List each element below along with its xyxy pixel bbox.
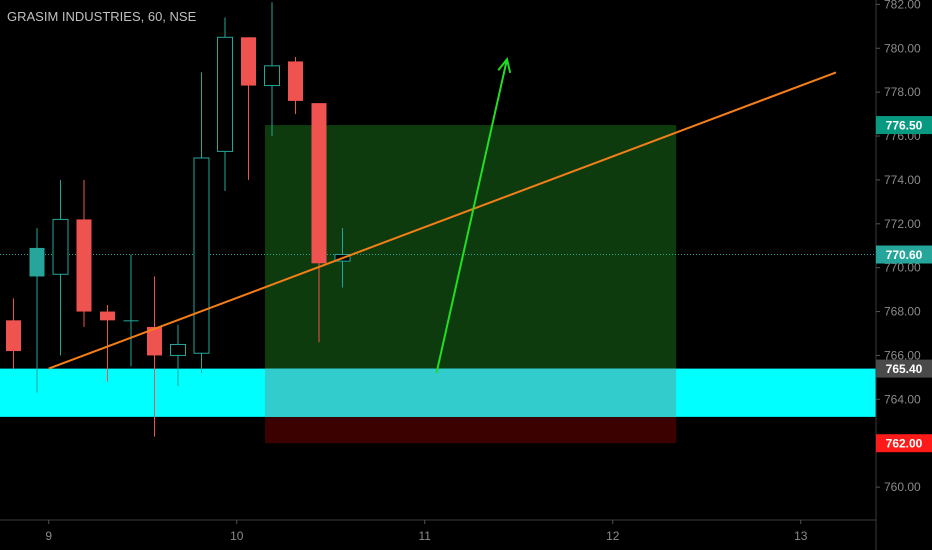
price-tag-label: 770.60 bbox=[886, 248, 923, 262]
price-tag-label: 776.50 bbox=[886, 119, 923, 133]
price-tick-label: 778.00 bbox=[884, 85, 921, 99]
chart-title: GRASIM INDUSTRIES, 60, NSE bbox=[7, 9, 197, 24]
price-tick-label: 772.00 bbox=[884, 217, 921, 231]
price-tick-label: 770.00 bbox=[884, 261, 921, 275]
candle-body bbox=[170, 343, 186, 356]
time-tick-label: 9 bbox=[45, 529, 52, 543]
price-tag bbox=[876, 434, 932, 453]
time-tick-label: 13 bbox=[794, 529, 808, 543]
candle-body bbox=[193, 157, 210, 354]
price-tag-label: 762.00 bbox=[886, 437, 923, 451]
arrow-shaft bbox=[435, 59, 508, 374]
time-axis[interactable]: 9 10 11 12 13 bbox=[0, 519, 876, 543]
price-tag bbox=[876, 116, 932, 135]
support-zone-overlap bbox=[264, 368, 677, 417]
candle-body bbox=[123, 320, 139, 322]
price-tick-label: 764.00 bbox=[884, 392, 921, 406]
price-tick-label: 774.00 bbox=[884, 173, 921, 187]
candle-body bbox=[147, 326, 162, 356]
price-tags: 776.50 770.60 765.40 762.00 bbox=[876, 116, 932, 453]
price-tick-label: 766.00 bbox=[884, 348, 921, 362]
candle-body bbox=[217, 36, 233, 152]
arrow-head bbox=[497, 56, 512, 74]
candle-body bbox=[100, 311, 115, 321]
candle-body bbox=[288, 61, 303, 101]
time-tick-label: 12 bbox=[606, 529, 620, 543]
price-tick-label: 768.00 bbox=[884, 305, 921, 319]
candles-layer bbox=[6, 2, 351, 437]
candle-body bbox=[264, 65, 280, 87]
candle-body bbox=[6, 320, 21, 352]
time-tick-label: 10 bbox=[230, 529, 244, 543]
trendline bbox=[48, 71, 837, 370]
drawings-layer bbox=[48, 56, 837, 374]
candle-body bbox=[241, 37, 256, 86]
price-tick-label: 782.00 bbox=[884, 0, 921, 11]
candle-body bbox=[52, 218, 69, 275]
price-axis[interactable]: 760.00 762.00 764.00 766.00 768.00 770.00 772.… bbox=[875, 0, 921, 550]
price-tick-label: 780.00 bbox=[884, 41, 921, 55]
candle-body bbox=[29, 247, 45, 277]
price-tick-label: 760.00 bbox=[884, 480, 921, 494]
candle-body bbox=[76, 219, 92, 312]
target-zone bbox=[264, 125, 677, 369]
time-tick-label: 11 bbox=[419, 529, 432, 543]
price-tag bbox=[876, 245, 932, 264]
zones-layer bbox=[0, 125, 876, 444]
price-tag-label: 765.40 bbox=[886, 362, 923, 376]
candle-body bbox=[311, 103, 327, 264]
price-tag bbox=[876, 359, 932, 378]
